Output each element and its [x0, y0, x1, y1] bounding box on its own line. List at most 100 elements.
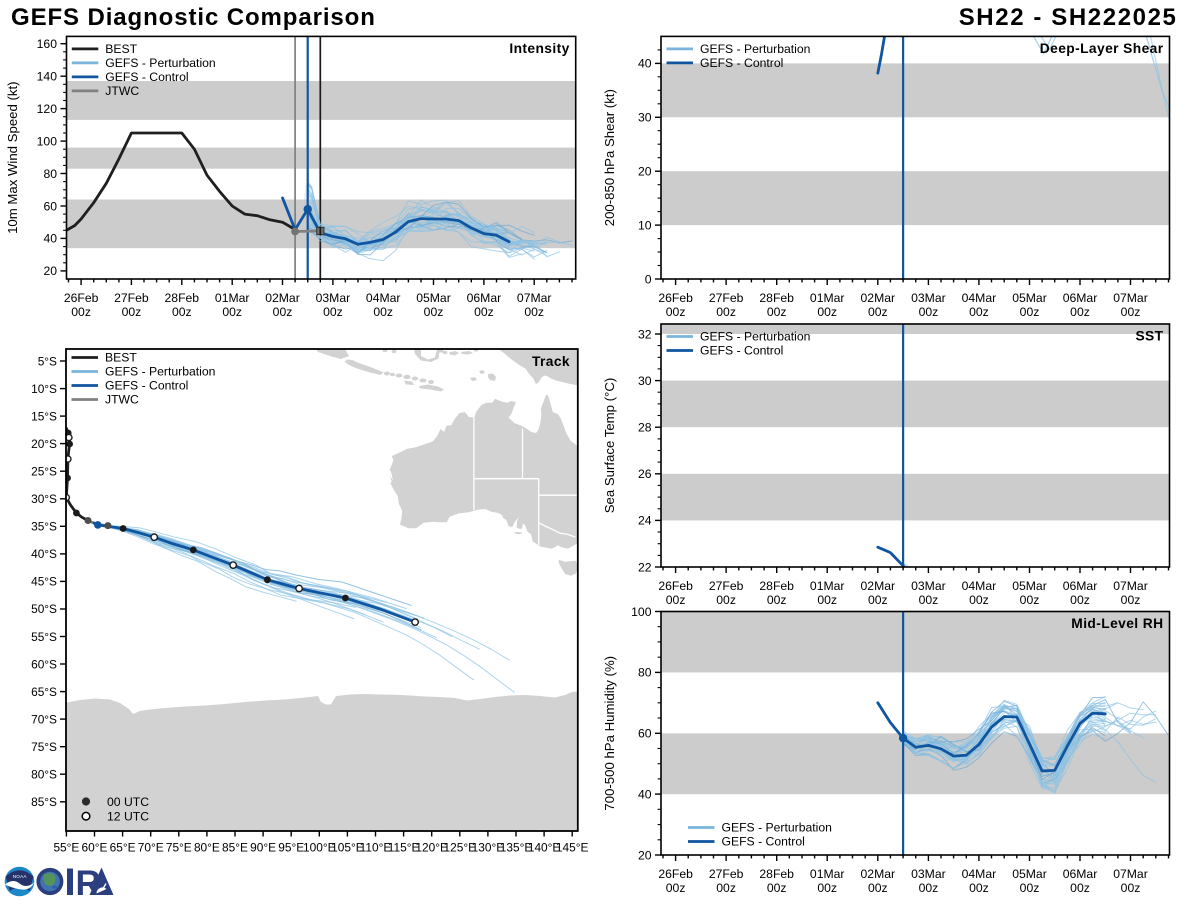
svg-text:10°S: 10°S: [31, 382, 57, 396]
svg-text:20°S: 20°S: [31, 437, 57, 451]
svg-text:80: 80: [43, 167, 57, 181]
svg-text:26Feb: 26Feb: [658, 867, 693, 881]
svg-text:26: 26: [638, 467, 652, 481]
svg-text:05Mar: 05Mar: [1012, 291, 1047, 305]
svg-text:00z: 00z: [716, 305, 736, 319]
svg-text:07Mar: 07Mar: [1113, 579, 1148, 593]
svg-text:24: 24: [638, 514, 652, 528]
svg-text:04Mar: 04Mar: [366, 291, 401, 305]
svg-text:GEFS Diagnostic Comparison: GEFS Diagnostic Comparison: [11, 4, 376, 31]
svg-text:00z: 00z: [172, 305, 192, 319]
svg-text:00z: 00z: [969, 593, 989, 607]
svg-text:07Mar: 07Mar: [517, 291, 552, 305]
svg-text:27Feb: 27Feb: [709, 867, 744, 881]
svg-text:00z: 00z: [524, 305, 544, 319]
svg-text:00z: 00z: [767, 881, 787, 895]
svg-text:00z: 00z: [1121, 881, 1141, 895]
svg-text:00z: 00z: [919, 305, 939, 319]
svg-text:26Feb: 26Feb: [658, 579, 693, 593]
svg-text:0: 0: [645, 272, 652, 286]
svg-text:00z: 00z: [1121, 593, 1141, 607]
svg-text:60: 60: [43, 199, 57, 213]
svg-text:40: 40: [638, 57, 652, 71]
svg-text:20: 20: [638, 848, 652, 862]
svg-text:700-500 hPa Humidity (%): 700-500 hPa Humidity (%): [602, 656, 617, 811]
svg-text:00z: 00z: [1070, 305, 1090, 319]
svg-text:22: 22: [638, 560, 652, 574]
svg-text:07Mar: 07Mar: [1113, 867, 1148, 881]
svg-text:20: 20: [43, 264, 57, 278]
svg-text:28Feb: 28Feb: [165, 291, 200, 305]
svg-text:32: 32: [638, 327, 652, 341]
svg-text:BEST: BEST: [105, 42, 137, 56]
svg-text:02Mar: 02Mar: [861, 867, 896, 881]
svg-text:Deep-Layer Shear: Deep-Layer Shear: [1040, 41, 1164, 56]
svg-text:70°S: 70°S: [31, 712, 57, 726]
svg-text:01Mar: 01Mar: [810, 291, 845, 305]
svg-text:05Mar: 05Mar: [1012, 867, 1047, 881]
svg-text:GEFS - Control: GEFS - Control: [700, 343, 783, 357]
svg-text:GEFS - Perturbation: GEFS - Perturbation: [700, 42, 810, 56]
svg-text:85°E: 85°E: [222, 841, 248, 855]
svg-text:00z: 00z: [424, 305, 444, 319]
svg-text:30: 30: [638, 111, 652, 125]
svg-text:40°S: 40°S: [31, 547, 57, 561]
svg-text:5°S: 5°S: [38, 354, 57, 368]
svg-text:100°E: 100°E: [303, 841, 336, 855]
svg-text:60°S: 60°S: [31, 657, 57, 671]
svg-text:100: 100: [631, 605, 652, 619]
svg-text:02Mar: 02Mar: [861, 579, 896, 593]
svg-text:02Mar: 02Mar: [265, 291, 300, 305]
svg-text:04Mar: 04Mar: [962, 579, 997, 593]
svg-text:00z: 00z: [868, 593, 888, 607]
svg-text:100: 100: [37, 134, 58, 148]
svg-text:80: 80: [638, 666, 652, 680]
svg-text:00z: 00z: [474, 305, 494, 319]
svg-text:00z: 00z: [969, 881, 989, 895]
svg-text:GEFS - Control: GEFS - Control: [722, 834, 805, 848]
svg-text:25°S: 25°S: [31, 465, 57, 479]
svg-text:30°S: 30°S: [31, 492, 57, 506]
svg-text:SST: SST: [1135, 329, 1163, 344]
svg-text:03Mar: 03Mar: [911, 579, 946, 593]
svg-text:03Mar: 03Mar: [911, 867, 946, 881]
svg-text:JTWC: JTWC: [105, 84, 139, 98]
svg-text:00z: 00z: [868, 881, 888, 895]
svg-text:03Mar: 03Mar: [911, 291, 946, 305]
svg-text:200-850 hPa Shear (kt): 200-850 hPa Shear (kt): [602, 89, 617, 226]
svg-text:00z: 00z: [868, 305, 888, 319]
svg-text:40: 40: [638, 787, 652, 801]
svg-text:04Mar: 04Mar: [962, 867, 997, 881]
svg-text:00z: 00z: [122, 305, 142, 319]
svg-text:JTWC: JTWC: [105, 392, 139, 406]
svg-text:110°E: 110°E: [360, 841, 392, 855]
svg-text:10m Max Wind Speed (kt): 10m Max Wind Speed (kt): [5, 81, 20, 233]
svg-text:00z: 00z: [373, 305, 393, 319]
svg-text:60°E: 60°E: [82, 841, 108, 855]
svg-text:00z: 00z: [817, 593, 837, 607]
svg-text:80°S: 80°S: [31, 768, 57, 782]
svg-text:02Mar: 02Mar: [861, 291, 896, 305]
svg-text:00z: 00z: [1020, 593, 1040, 607]
svg-text:00z: 00z: [1020, 881, 1040, 895]
svg-text:45°S: 45°S: [31, 575, 57, 589]
svg-text:115°E: 115°E: [388, 841, 420, 855]
svg-text:00z: 00z: [919, 881, 939, 895]
svg-text:00z: 00z: [1121, 305, 1141, 319]
svg-text:00z: 00z: [969, 305, 989, 319]
svg-text:00z: 00z: [817, 881, 837, 895]
svg-text:BEST: BEST: [105, 350, 137, 364]
svg-text:140: 140: [37, 70, 58, 84]
svg-text:GEFS - Perturbation: GEFS - Perturbation: [105, 364, 215, 378]
svg-text:105°E: 105°E: [331, 841, 364, 855]
svg-text:27Feb: 27Feb: [709, 291, 744, 305]
svg-text:00z: 00z: [666, 593, 686, 607]
svg-text:135°E: 135°E: [500, 841, 533, 855]
svg-text:12 UTC: 12 UTC: [107, 810, 149, 824]
svg-text:60: 60: [638, 727, 652, 741]
svg-text:05Mar: 05Mar: [416, 291, 451, 305]
svg-text:04Mar: 04Mar: [962, 291, 997, 305]
svg-text:40: 40: [43, 232, 57, 246]
svg-text:26Feb: 26Feb: [64, 291, 99, 305]
svg-text:27Feb: 27Feb: [114, 291, 149, 305]
